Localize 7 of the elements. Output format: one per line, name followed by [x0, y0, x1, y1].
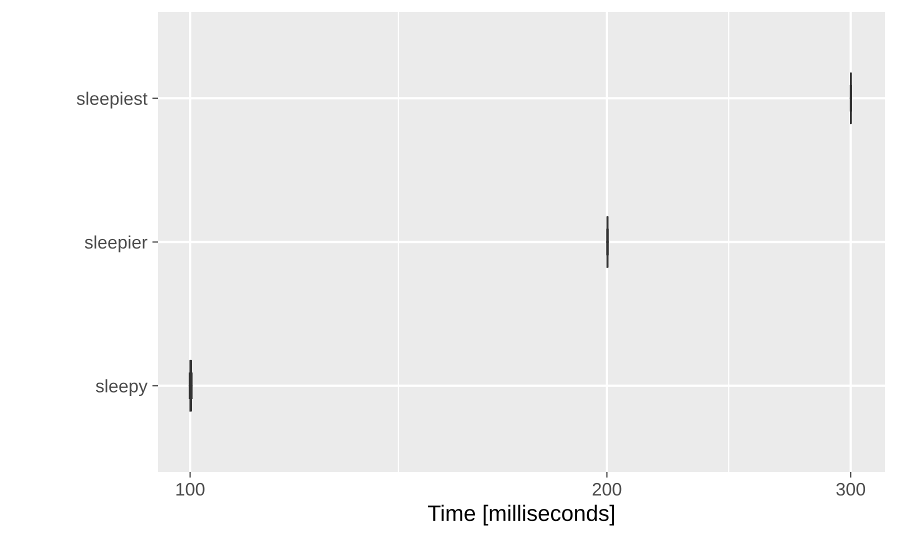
x-tick-label: 200	[592, 482, 622, 496]
y-tick-label: sleepy	[96, 379, 148, 396]
x-tick-label: 300	[836, 482, 866, 496]
y-tick-label: sleepier	[84, 235, 148, 252]
x-tick-label: 100	[176, 482, 204, 496]
x-axis-title: Time [milliseconds]	[428, 504, 614, 526]
y-tick-label: sleepiest	[76, 92, 148, 109]
